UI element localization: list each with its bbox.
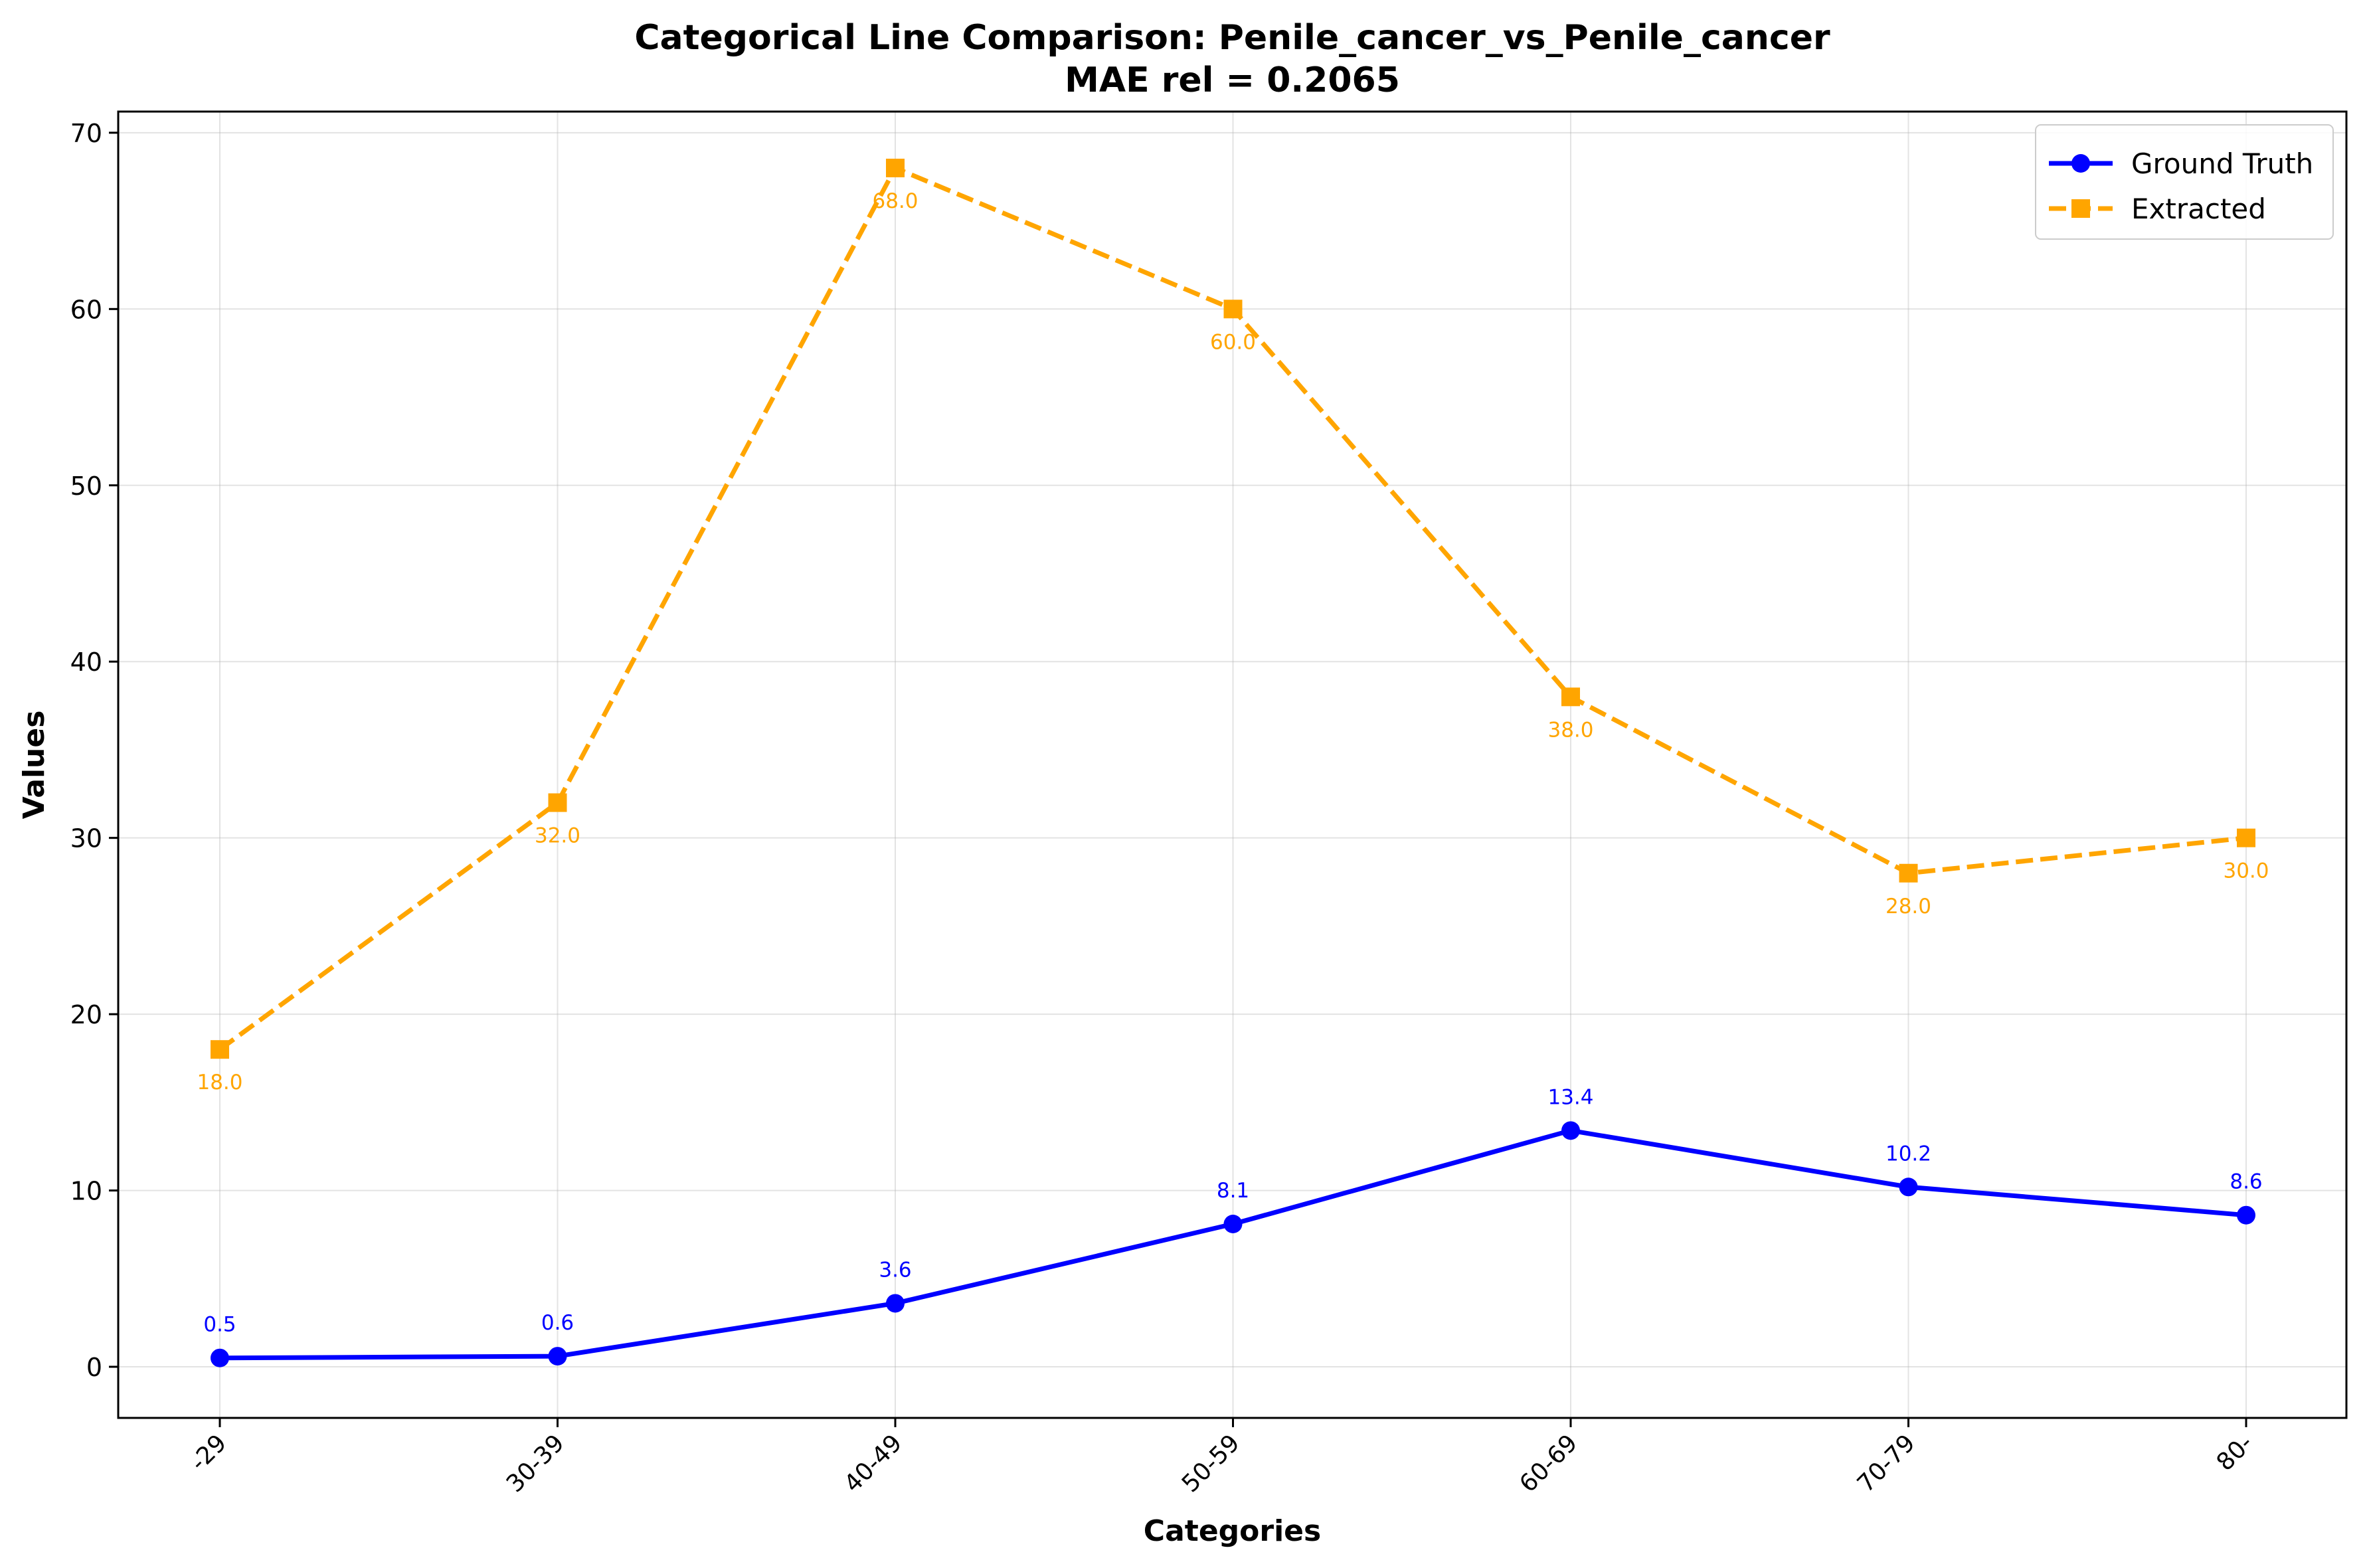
extracted-marker: [211, 1040, 229, 1059]
extracted-data-label: 32.0: [535, 824, 580, 848]
y-tick-label: 40: [70, 648, 102, 677]
ground-truth-data-label: 13.4: [1547, 1085, 1593, 1109]
extracted-marker: [1561, 687, 1580, 707]
extracted-marker: [1223, 300, 1243, 319]
ground-truth-data-label: 8.6: [2230, 1170, 2262, 1194]
y-tick-label: 50: [70, 472, 102, 501]
chart-title: Categorical Line Comparison: Penile_canc…: [634, 18, 1830, 58]
y-axis-label: Values: [17, 711, 51, 820]
extracted-marker: [1899, 863, 1918, 883]
ground-truth-marker: [2237, 1205, 2255, 1225]
chart-subtitle: MAE rel = 0.2065: [1065, 60, 1400, 100]
ground-truth-data-label: 10.2: [1885, 1142, 1931, 1166]
ground-truth-marker: [886, 1294, 905, 1313]
extracted-marker: [2237, 828, 2255, 847]
ground-truth-data-label: 8.1: [1217, 1179, 1249, 1203]
y-tick-label: 10: [70, 1177, 102, 1206]
grid: [118, 112, 2346, 1418]
extracted-marker: [548, 793, 567, 812]
extracted-data-label: 18.0: [197, 1071, 242, 1094]
extracted-marker: [886, 158, 905, 177]
y-tick-label: 60: [70, 295, 102, 324]
extracted-data-label: 30.0: [2223, 859, 2269, 883]
y-tick-label: 30: [70, 824, 102, 853]
legend-swatch-marker: [2071, 154, 2090, 173]
ground-truth-marker: [1561, 1121, 1580, 1140]
y-tick-label: 0: [86, 1353, 102, 1382]
ground-truth-marker: [1899, 1177, 1918, 1197]
ground-truth-data-label: 0.6: [541, 1311, 574, 1335]
plot-series: 0.5 0.6 3.6 8.1 13.4 10.2 8.6 18.0 32.0 68.0 60.0 3…: [197, 158, 2269, 1367]
legend: Ground Truth Extracted: [2035, 124, 2334, 240]
extracted-data-label: 68.0: [872, 189, 918, 213]
series-ground-truth: 0.5 0.6 3.6 8.1 13.4 10.2 8.6: [203, 1085, 2263, 1367]
series-extracted: 18.0 32.0 68.0 60.0 38.0 28.0 30.0: [197, 158, 2269, 1094]
ground-truth-data-label: 0.5: [203, 1313, 236, 1337]
ground-truth-marker: [211, 1348, 229, 1367]
y-tick-label: 20: [70, 1000, 102, 1029]
ground-truth-data-label: 3.6: [879, 1258, 911, 1282]
extracted-data-label: 28.0: [1885, 895, 1931, 918]
y-tick-label: 70: [70, 119, 102, 148]
x-axis-label: Categories: [1144, 1514, 1321, 1548]
extracted-data-label: 60.0: [1210, 330, 1256, 354]
plot-frame: [117, 110, 2348, 1419]
legend-label-ground-truth: Ground Truth: [2131, 147, 2313, 180]
extracted-data-label: 38.0: [1547, 718, 1593, 742]
legend-label-extracted: Extracted: [2131, 193, 2266, 225]
ground-truth-marker: [1223, 1215, 1243, 1234]
ground-truth-marker: [548, 1347, 567, 1366]
legend-swatch-marker: [2071, 199, 2090, 218]
